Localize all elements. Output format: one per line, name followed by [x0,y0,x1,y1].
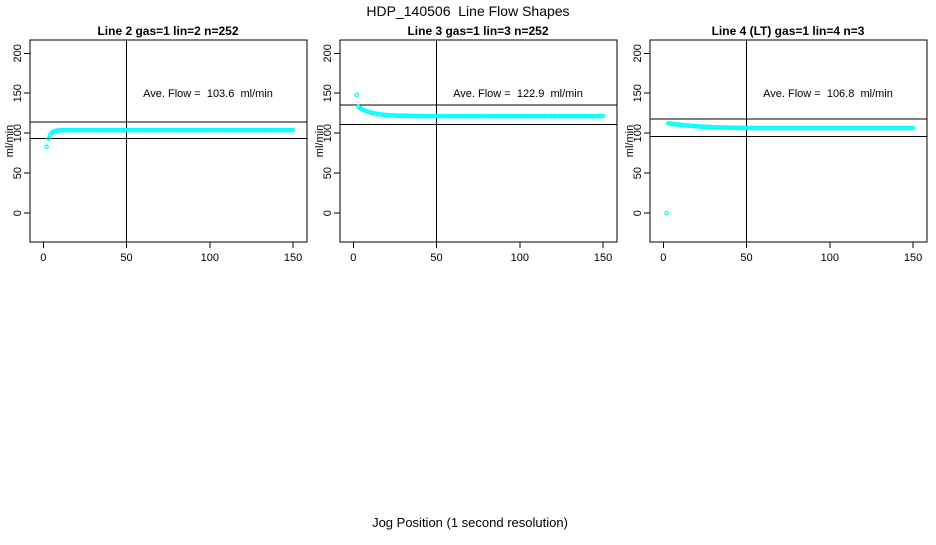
plot-box [649,39,928,243]
panel-line-3: Line 3 gas=1 lin=3 n=252 Ave. Flow = 122… [314,24,618,264]
y-tick-label: 0 [12,210,24,216]
x-tick-label: 50 [120,252,132,264]
data-point [599,113,604,119]
panel-line-2: Line 2 gas=1 lin=2 n=252 Ave. Flow = 103… [4,24,308,264]
panel-title: Line 4 (LT) gas=1 lin=4 n=3 [712,24,865,38]
x-tick-label: 150 [904,252,922,264]
y-axis-label: ml/min [4,125,16,157]
y-axis-label: ml/min [624,125,636,157]
plot-area: 0 50 100 150 0 50 100 150 200 [12,39,308,264]
y-tick-label: 50 [322,167,334,179]
data-point [600,113,606,119]
panel-title: Line 3 gas=1 lin=3 n=252 [407,24,548,38]
y-tick-label: 200 [322,44,334,62]
x-tick-label: 150 [284,252,302,264]
y-tick-label: 100 [322,124,334,142]
figure-title: HDP_140506 Line Flow Shapes [366,3,569,19]
y-axis-label: ml/min [314,125,326,157]
y-tick-label: 200 [12,44,24,62]
plot-area: 0 50 100 150 0 50 100 150 200 [322,39,618,264]
data-point [289,127,294,133]
y-tick-label: 200 [632,44,644,62]
panel-title: Line 2 gas=1 lin=2 n=252 [97,24,238,38]
y-tick-label: 150 [632,84,644,102]
y-tick-label: 50 [632,167,644,179]
data-point [909,125,914,131]
x-tick-label: 0 [660,252,666,264]
y-tick-label: 50 [12,167,24,179]
x-tick-label: 100 [201,252,219,264]
data-point [664,210,669,216]
y-tick-label: 0 [632,210,644,216]
x-tick-label: 150 [594,252,612,264]
x-tick-label: 100 [821,252,839,264]
y-tick-label: 0 [322,210,334,216]
data-point [44,144,49,150]
panel-line-4: Line 4 (LT) gas=1 lin=4 n=3 Ave. Flow = … [624,24,928,264]
plot-box [29,39,308,243]
data-point [910,125,916,131]
x-axis-label: Jog Position (1 second resolution) [372,515,568,530]
ave-flow-annotation: Ave. Flow = 122.9 ml/min [453,88,583,100]
plot-area: 0 50 100 150 0 50 100 150 200 [632,39,928,264]
plot-box [339,39,618,243]
y-tick-label: 100 [632,124,644,142]
x-tick-label: 0 [350,252,356,264]
ave-flow-annotation: Ave. Flow = 103.6 ml/min [143,88,273,100]
y-tick-label: 150 [12,84,24,102]
y-tick-label: 100 [12,124,24,142]
y-tick-label: 150 [322,84,334,102]
x-tick-label: 100 [511,252,529,264]
ave-flow-annotation: Ave. Flow = 106.8 ml/min [763,88,893,100]
x-tick-label: 50 [740,252,752,264]
data-point [290,127,296,133]
x-tick-label: 0 [40,252,46,264]
data-point [354,92,359,98]
data-point [46,136,51,142]
x-tick-label: 50 [430,252,442,264]
